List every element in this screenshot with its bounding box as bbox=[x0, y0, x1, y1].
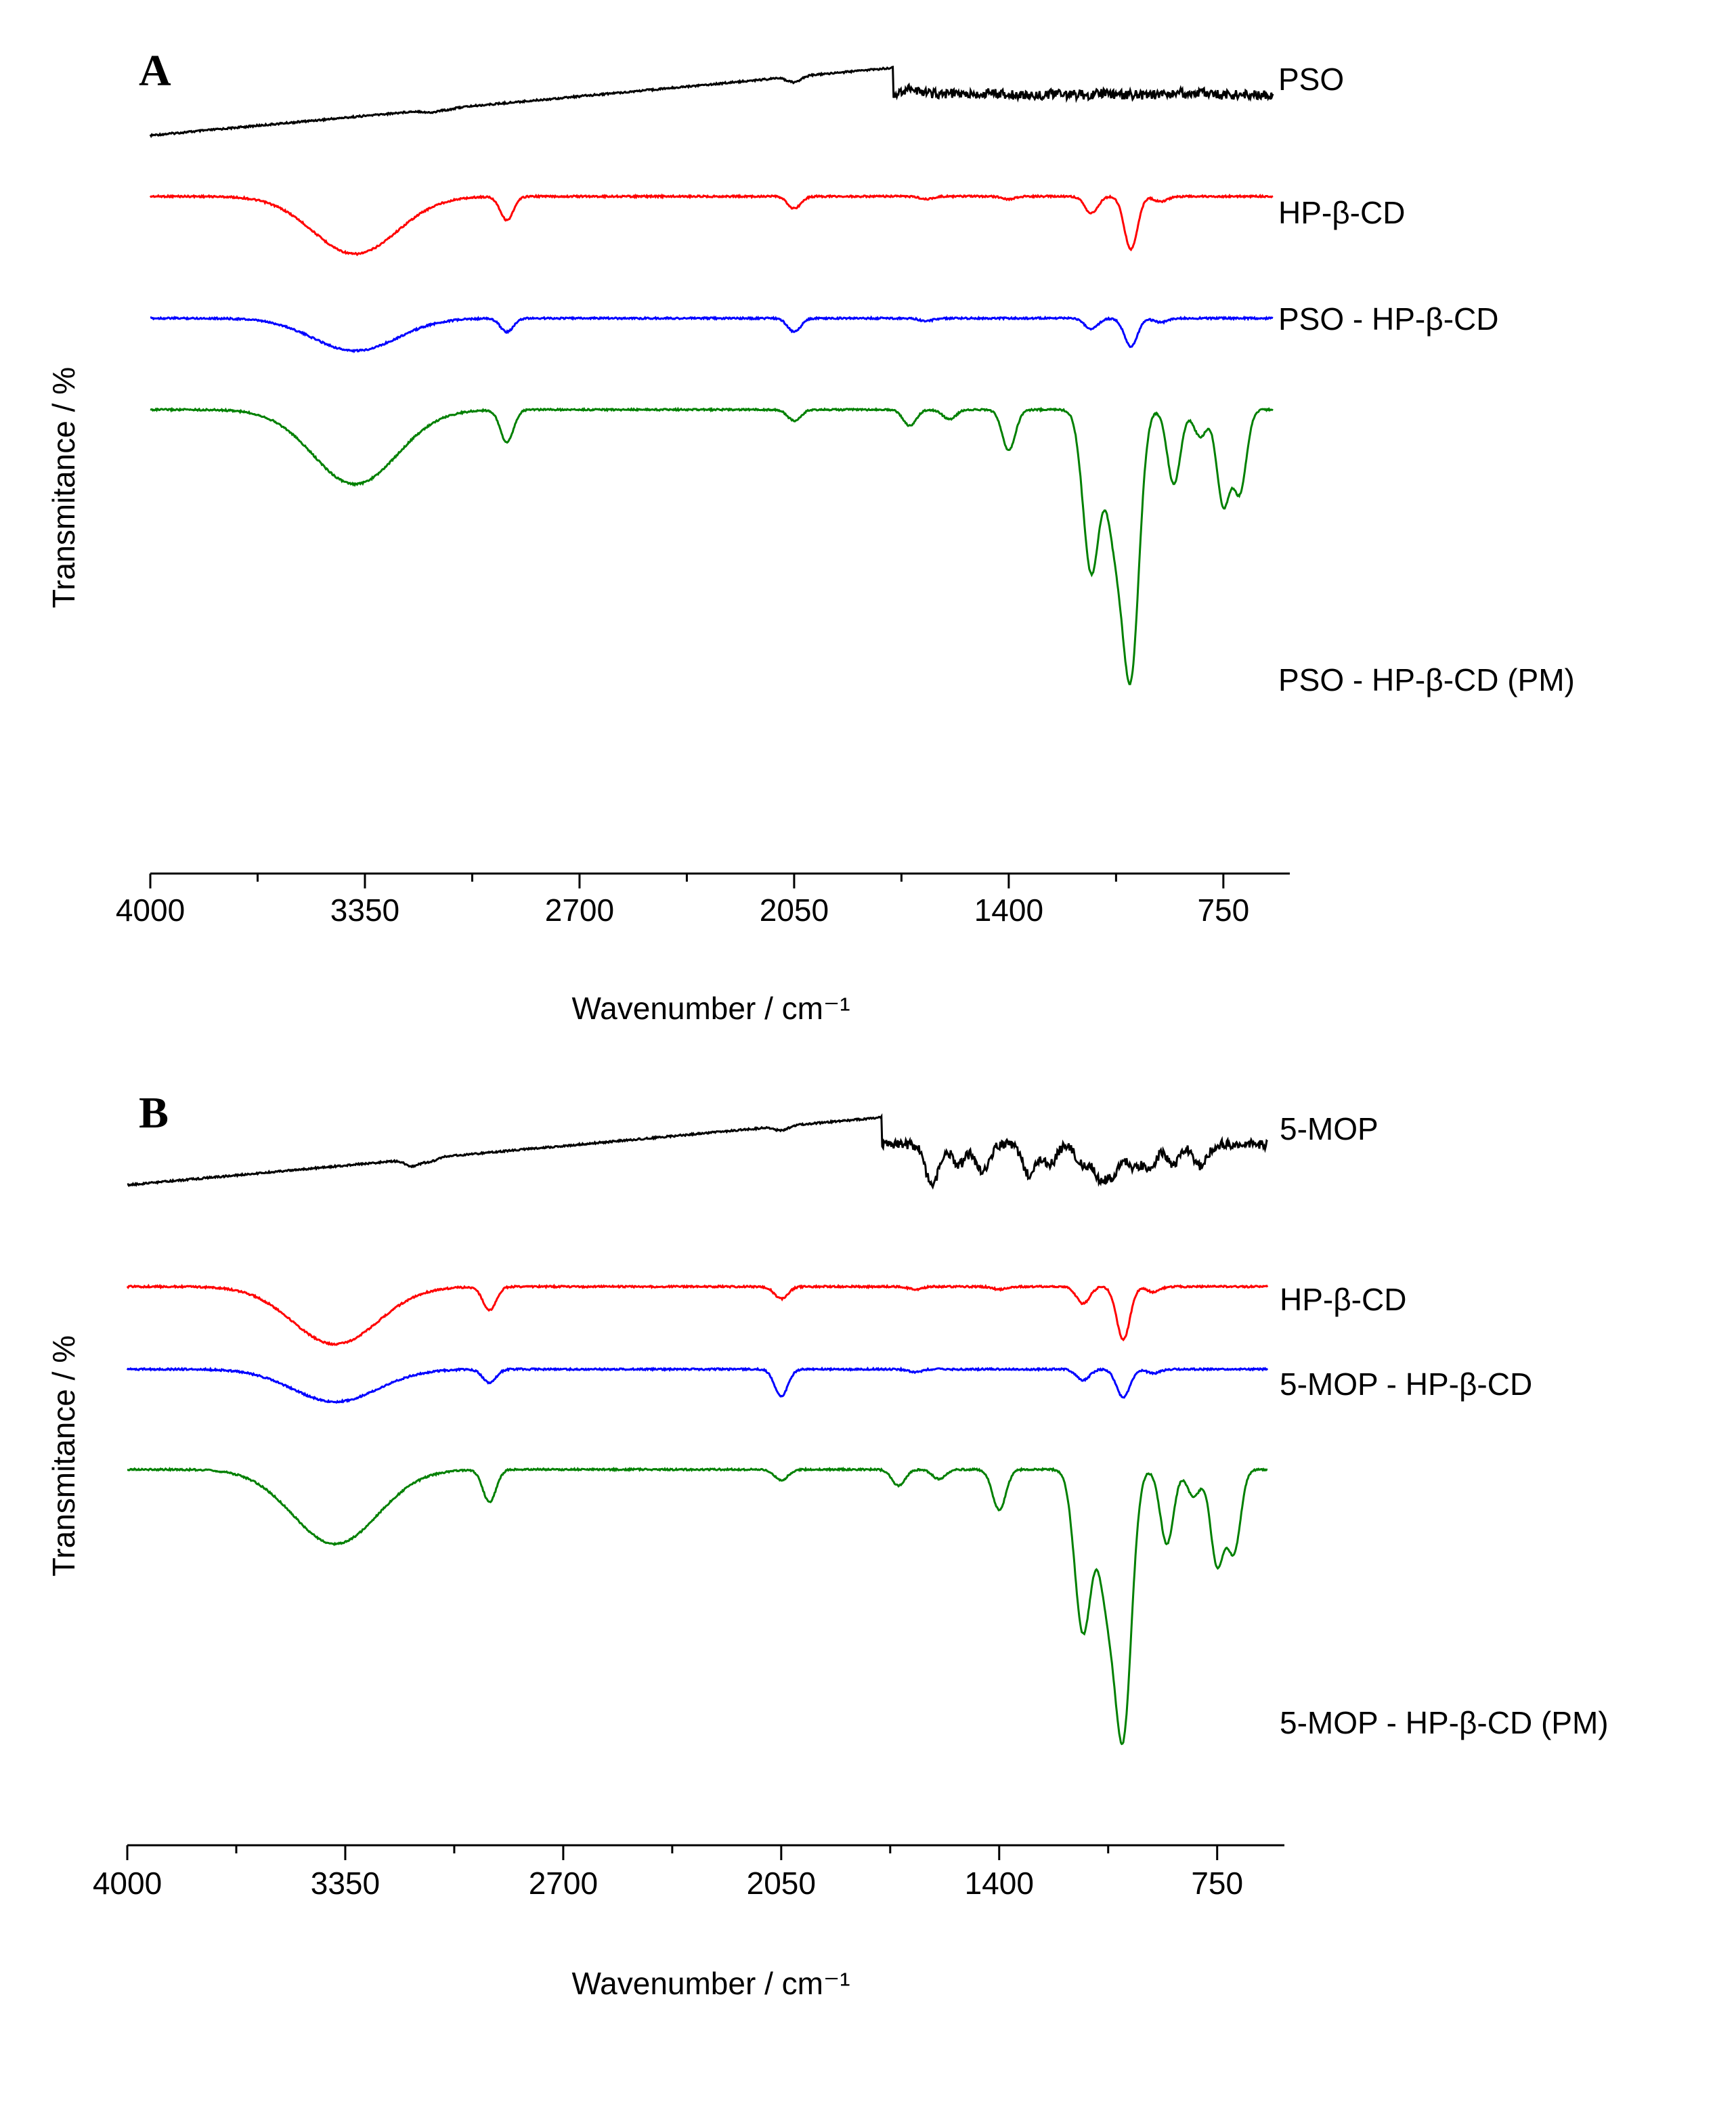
x-tick-label: 2700 bbox=[545, 892, 614, 928]
x-tick-label: 2050 bbox=[760, 892, 829, 928]
series-line bbox=[127, 1113, 1269, 1190]
series-label: 5-MOP - HP-β-CD (PM) bbox=[1280, 1705, 1609, 1740]
series-label: PSO bbox=[1278, 62, 1344, 97]
panel-b: B 4000 3350 2700 2050 1400 750 Wavenumber / cm⁻… bbox=[46, 1088, 1609, 2001]
x-tick-label: 750 bbox=[1191, 1866, 1243, 1901]
panel-a: A 4000 3350 2700 2050 1400 750 Wavenumber / cm⁻… bbox=[46, 46, 1575, 1026]
y-axis-title: Transmitance / % bbox=[46, 367, 81, 608]
x-tick-label: 3350 bbox=[330, 892, 399, 928]
series-line bbox=[126, 1366, 1269, 1404]
series-line bbox=[150, 406, 1274, 685]
x-tick-label: 2050 bbox=[747, 1866, 816, 1901]
panel-letter: B bbox=[139, 1088, 169, 1138]
series-line bbox=[127, 1466, 1268, 1746]
panel-letter: A bbox=[139, 46, 171, 95]
x-axis-title: Wavenumber / cm⁻¹ bbox=[571, 991, 850, 1026]
series-label: PSO - HP-β-CD bbox=[1278, 301, 1498, 337]
x-axis-title: Wavenumber / cm⁻¹ bbox=[571, 1966, 850, 2001]
series-label: 5-MOP bbox=[1280, 1111, 1379, 1146]
y-axis-title: Transmitance / % bbox=[46, 1335, 81, 1576]
x-tick-label: 750 bbox=[1197, 892, 1249, 928]
x-tick-label: 1400 bbox=[974, 892, 1043, 928]
series-line bbox=[149, 66, 1274, 138]
series-line bbox=[150, 315, 1274, 353]
series-line bbox=[126, 1283, 1269, 1346]
x-tick-label: 4000 bbox=[116, 892, 185, 928]
series-label: HP-β-CD bbox=[1278, 195, 1405, 230]
x-tick-label: 2700 bbox=[529, 1866, 598, 1901]
series-label: HP-β-CD bbox=[1280, 1282, 1406, 1317]
series-label: PSO - HP-β-CD (PM) bbox=[1278, 662, 1575, 697]
x-tick-label: 3350 bbox=[311, 1866, 380, 1901]
x-tick-label: 1400 bbox=[965, 1866, 1034, 1901]
x-tick-label: 4000 bbox=[93, 1866, 162, 1901]
series-label: 5-MOP - HP-β-CD bbox=[1280, 1367, 1532, 1402]
series-line bbox=[149, 193, 1274, 257]
